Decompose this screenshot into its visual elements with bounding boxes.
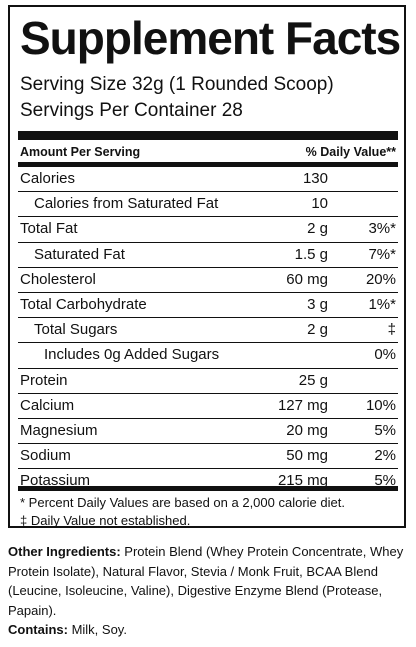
bottom-divider: [18, 486, 398, 491]
nutrient-amount: 2 g: [307, 220, 328, 238]
nutrient-name: Sodium: [20, 447, 71, 465]
nutrient-name: Protein: [20, 371, 68, 389]
nutrient-row-cholesterol: Cholesterol 60 mg 20%: [18, 268, 398, 293]
nutrient-row-magnesium: Magnesium 20 mg 5%: [18, 419, 398, 445]
nutrient-name: Total Fat: [20, 220, 78, 238]
nutrient-name: Cholesterol: [20, 270, 96, 288]
nutrient-row-protein: Protein 25 g: [18, 369, 398, 394]
nutrient-amount: 50 mg: [286, 447, 328, 465]
nutrient-amount: 10: [311, 195, 328, 213]
nutrient-amount: 25 g: [298, 371, 328, 389]
nutrient-name: Includes 0g Added Sugars: [44, 346, 220, 364]
contains-statement: Contains: Milk, Soy.: [8, 620, 408, 640]
nutrient-row-calories-sat-fat: Calories from Saturated Fat 10: [18, 192, 398, 218]
other-ingredients-label: Other Ingredients:: [8, 544, 121, 559]
amount-per-serving-header: Amount Per Serving: [20, 145, 141, 159]
panel-title: Supplement Facts: [20, 12, 401, 64]
nutrient-name: Calcium: [20, 396, 75, 414]
nutrient-amount: 1.5 g: [294, 245, 328, 263]
nutrient-row-potassium: Potassium 215 mg 5%: [18, 469, 398, 493]
nutrient-row-calcium: Calcium 127 mg 10%: [18, 394, 398, 419]
nutrient-name: Saturated Fat: [34, 245, 125, 263]
percent-dv-footnote: * Percent Daily Values are based on a 2,…: [20, 495, 345, 510]
nutrient-dv: 1%*: [368, 295, 396, 313]
thick-divider: [18, 131, 398, 140]
ingredients-block: Other Ingredients: Protein Blend (Whey P…: [8, 542, 408, 640]
other-ingredients: Other Ingredients: Protein Blend (Whey P…: [8, 542, 408, 620]
nutrient-amount: 130: [302, 170, 328, 187]
nutrient-amount: 20 mg: [286, 421, 328, 439]
nutrient-table: Calories 130 Calories from Saturated Fat…: [18, 167, 398, 493]
nutrient-amount: 3 g: [307, 295, 328, 313]
nutrient-name: Magnesium: [20, 421, 98, 439]
contains-text: Milk, Soy.: [67, 622, 127, 637]
nutrient-row-saturated-fat: Saturated Fat 1.5 g 7%*: [18, 243, 398, 268]
nutrient-row-added-sugars: Includes 0g Added Sugars 0%: [18, 343, 398, 369]
footnotes: * Percent Daily Values are based on a 2,…: [20, 494, 345, 530]
servings-per-container: Servings Per Container 28: [20, 100, 243, 121]
nutrient-dv: 5%: [374, 421, 396, 439]
nutrient-row-calories: Calories 130: [18, 167, 398, 193]
nutrient-name: Total Sugars: [34, 321, 118, 339]
nutrient-dv: 3%*: [368, 220, 396, 238]
medium-divider: [18, 162, 398, 167]
nutrient-amount: 2 g: [307, 321, 328, 339]
daily-value-header: % Daily Value**: [305, 145, 396, 159]
nutrient-dv: 0%: [374, 346, 396, 364]
nutrient-dv: 20%: [365, 270, 396, 288]
nutrient-name: Potassium: [20, 472, 91, 490]
nutrient-dv: 10%: [365, 396, 396, 414]
nutrient-dv: ‡: [387, 321, 396, 339]
nutrient-amount: 60 mg: [286, 270, 328, 288]
nutrient-name: Calories: [20, 170, 76, 187]
nutrient-row-total-carbohydrate: Total Carbohydrate 3 g 1%*: [18, 293, 398, 319]
nutrient-row-total-fat: Total Fat 2 g 3%*: [18, 217, 398, 243]
nutrient-name: Calories from Saturated Fat: [34, 195, 219, 213]
nutrient-dv: 5%: [374, 472, 396, 490]
serving-size: Serving Size 32g (1 Rounded Scoop): [20, 74, 334, 95]
nutrient-row-total-sugars: Total Sugars 2 g ‡: [18, 318, 398, 344]
nutrient-name: Total Carbohydrate: [20, 295, 147, 313]
nutrient-amount: 127 mg: [277, 396, 328, 414]
nutrient-amount: 215 mg: [277, 472, 328, 490]
other-ingredients-text: Protein Blend (Whey Protein Concentrate,…: [8, 544, 404, 618]
contains-label: Contains:: [8, 622, 68, 637]
nutrient-row-sodium: Sodium 50 mg 2%: [18, 444, 398, 470]
nutrient-dv: 2%: [374, 447, 396, 465]
nutrient-dv: 7%*: [368, 245, 396, 263]
not-established-footnote: ‡ Daily Value not established.: [20, 513, 191, 528]
column-header: Amount Per Serving % Daily Value**: [18, 142, 398, 162]
supplement-facts-panel: Supplement Facts Serving Size 32g (1 Rou…: [8, 5, 406, 528]
